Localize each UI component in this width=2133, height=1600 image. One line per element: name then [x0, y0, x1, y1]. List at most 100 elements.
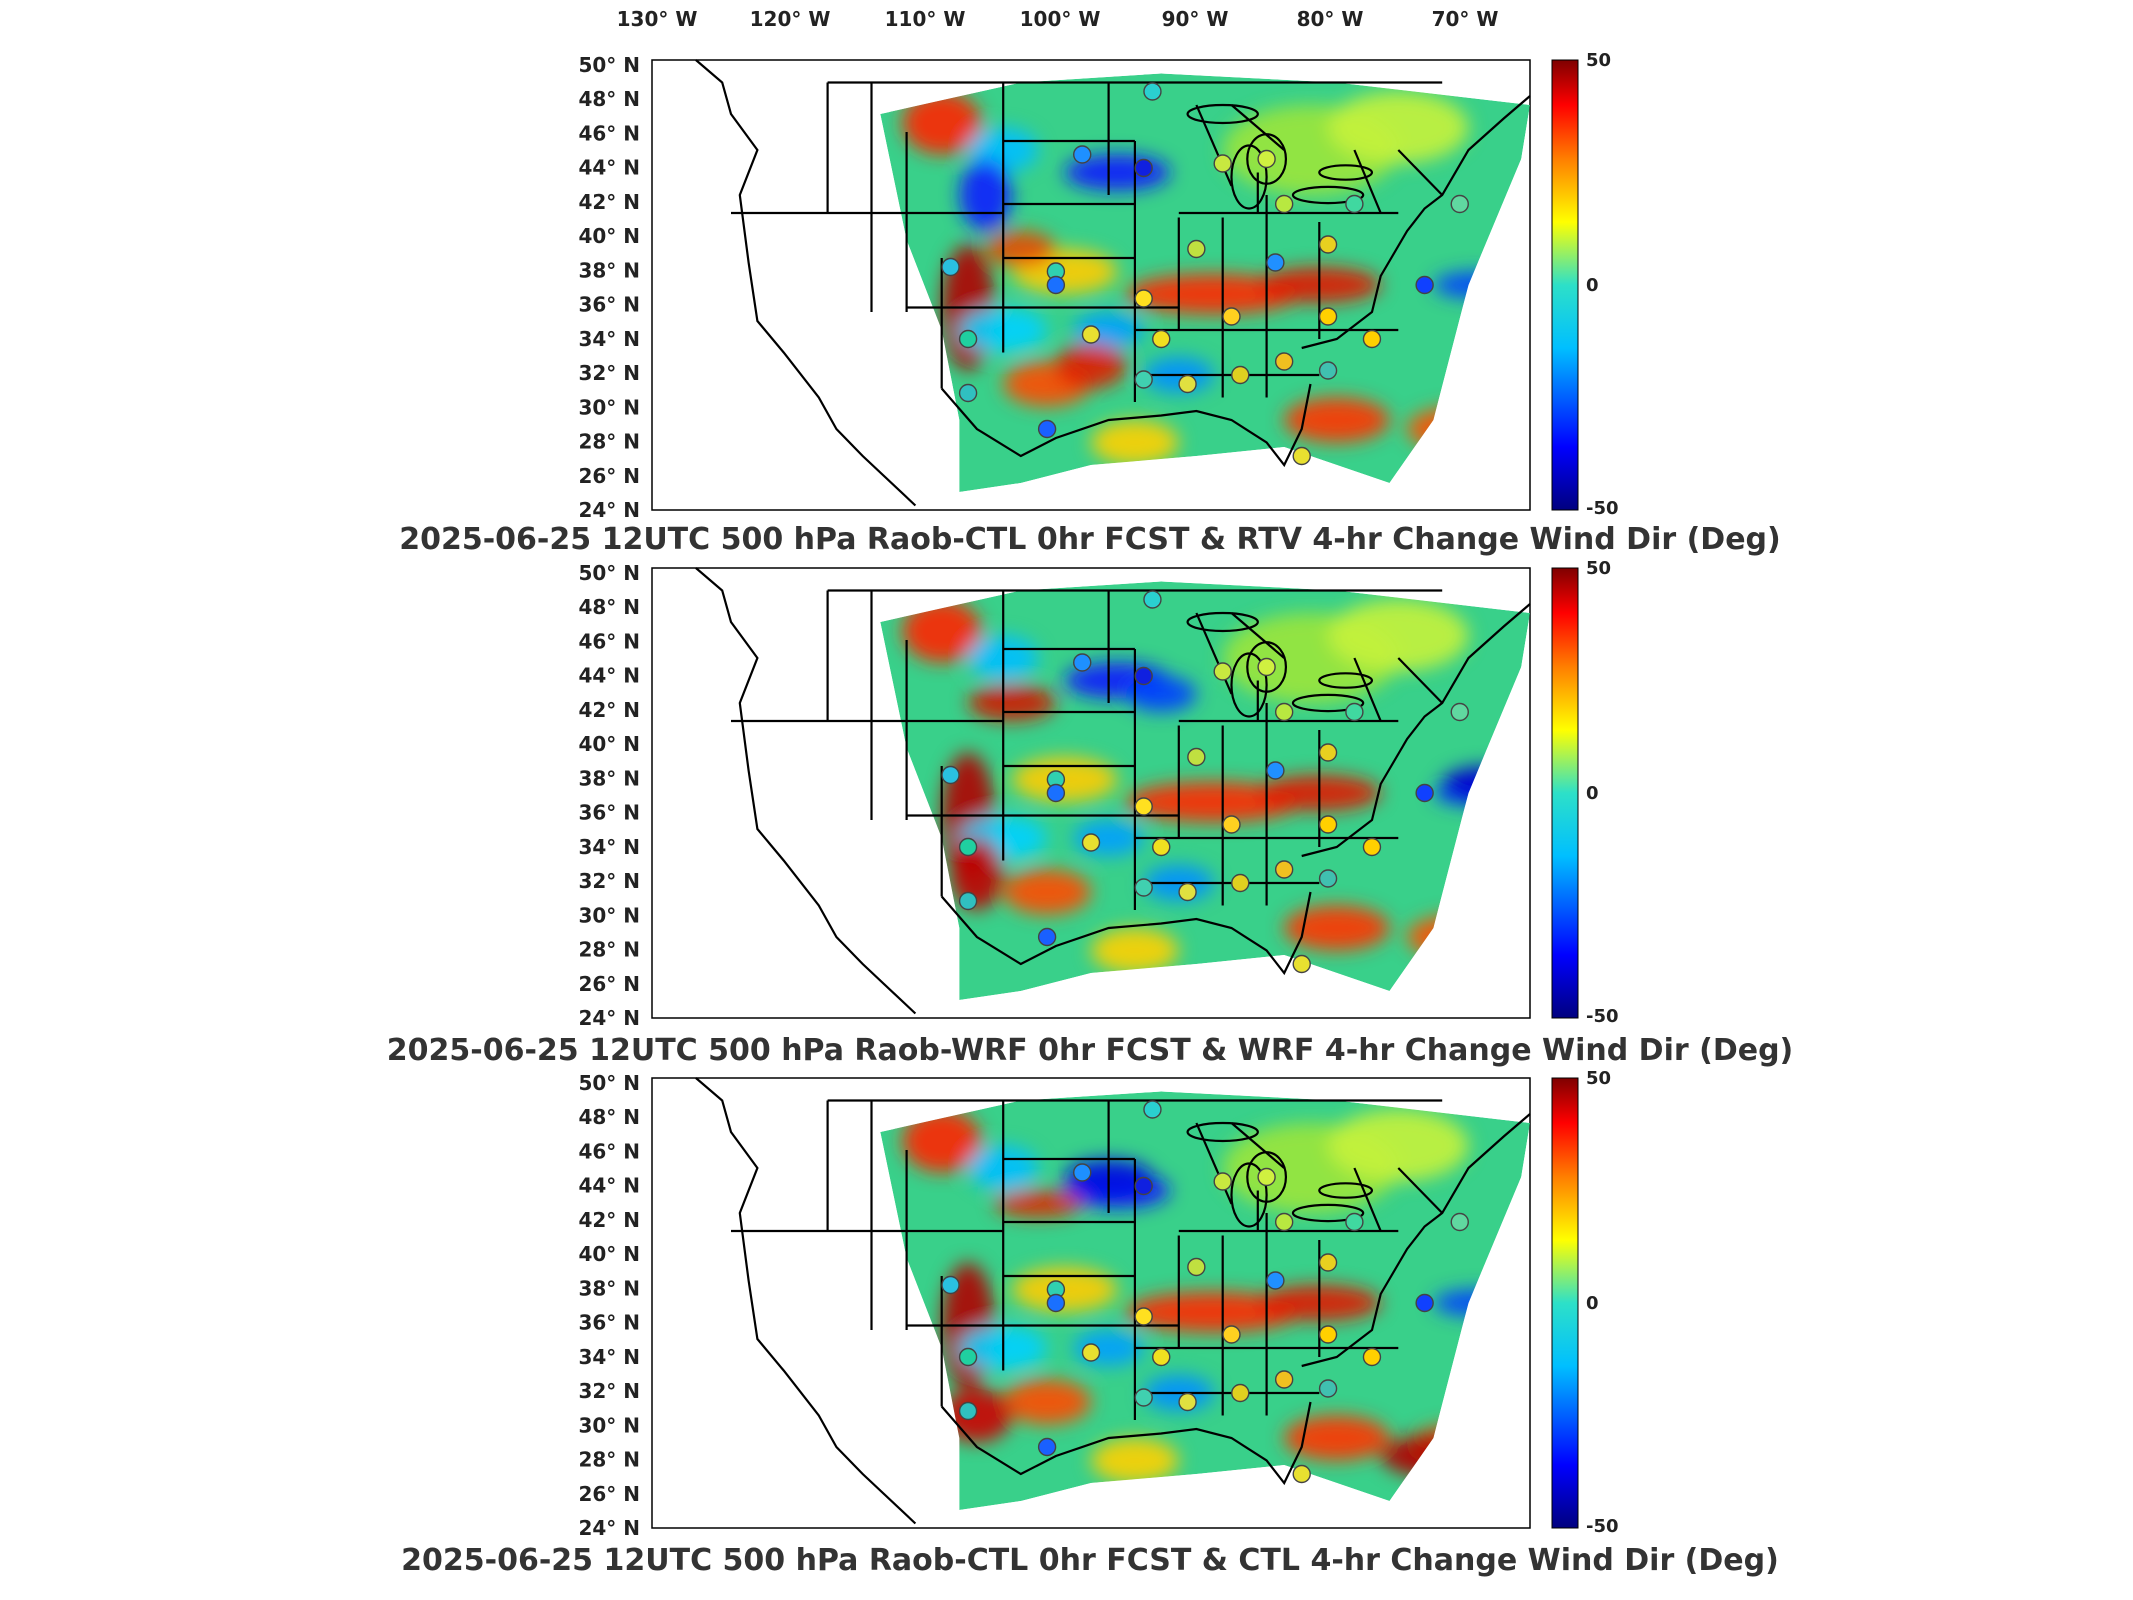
lat-tick-label: 34° N — [578, 327, 640, 351]
raob-station-marker — [1318, 743, 1338, 762]
great-lake — [1186, 1121, 1259, 1143]
raob-station-marker — [1037, 1437, 1057, 1457]
map-panel-1: 50° N 48° N 46° N 44° N 42° N 40° N 38° N 36° N… — [399, 50, 1781, 557]
west-coastline — [695, 567, 917, 1015]
colorbar-scale — [1551, 59, 1579, 511]
anomaly-region — [1284, 905, 1390, 951]
colorbar: 50 0 -50 — [1551, 50, 1619, 519]
east-coastline — [1301, 1113, 1531, 1368]
colorbar-tick-label: -50 — [1586, 1006, 1619, 1027]
lon-tick-label: 90° W — [1162, 7, 1229, 31]
raob-station-marker — [1257, 1167, 1276, 1187]
raob-station-marker — [1152, 1347, 1171, 1367]
lat-tick-label: 34° N — [578, 1345, 640, 1369]
lat-tick-label: 36° N — [578, 1311, 640, 1335]
raob-station-marker — [1134, 1307, 1153, 1326]
raob-station-marker — [1046, 1293, 1066, 1313]
raob-station-marker — [1257, 149, 1276, 169]
raob-station-marker — [1134, 370, 1153, 389]
lat-tick-label: 34° N — [578, 835, 640, 859]
lon-tick-label: 130° W — [617, 7, 698, 31]
colorbar: 50 0 -50 — [1551, 558, 1619, 1027]
raob-station-marker — [1073, 653, 1092, 672]
raob-stations — [941, 1100, 1469, 1484]
lat-tick-label: 28° N — [578, 938, 640, 962]
lat-tick-label: 40° N — [578, 224, 640, 248]
great-lake — [1291, 693, 1365, 713]
anomaly-region — [1003, 1379, 1091, 1425]
anomaly-region — [994, 1190, 1083, 1218]
map-panel-2: 50° N 48° N 46° N 44° N 42° N 40° N 38° N 36° N… — [387, 558, 1794, 1068]
panel-title-3: 2025-06-25 12UTC 500 hPa Raob-CTL 0hr FC… — [401, 1543, 1779, 1578]
anomaly-region — [1284, 1415, 1390, 1461]
colorbar-tick-label: 50 — [1586, 558, 1611, 579]
raob-station-marker — [1134, 1388, 1153, 1407]
state-border — [1353, 657, 1382, 722]
lon-tick-label: 70° W — [1432, 7, 1499, 31]
lat-tick-label: 38° N — [578, 766, 640, 790]
raob-station-marker — [958, 1347, 978, 1367]
great-lake — [1318, 164, 1374, 181]
anomaly-region — [1091, 1438, 1179, 1483]
state-border — [1397, 657, 1443, 704]
raob-station-marker — [941, 765, 960, 785]
anomaly-region — [902, 1109, 982, 1173]
colorbar-scale — [1551, 567, 1579, 1019]
raob-station-marker — [1318, 815, 1338, 834]
lat-tick-label: 24° N — [578, 1516, 640, 1540]
gulf-coastline — [940, 1401, 1312, 1486]
raob-station-marker — [1213, 1172, 1232, 1191]
lat-tick-label: 42° N — [578, 190, 640, 214]
raob-station-marker — [1081, 833, 1101, 852]
raob-station-marker — [958, 1401, 978, 1421]
raob-stations — [941, 82, 1469, 466]
lat-tick-label: 26° N — [578, 972, 640, 996]
lat-tick-label: 26° N — [578, 1482, 640, 1506]
raob-station-marker — [1266, 253, 1285, 272]
raob-station-marker — [1318, 235, 1338, 254]
raob-station-marker — [1143, 1100, 1162, 1119]
raob-station-marker — [1178, 1392, 1197, 1412]
colorbar-tick-label: -50 — [1586, 498, 1619, 519]
raob-station-marker — [1037, 419, 1057, 439]
raob-station-marker — [1318, 1379, 1338, 1398]
lat-tick-label: 42° N — [578, 1208, 640, 1232]
raob-station-marker — [1187, 747, 1206, 767]
anomaly-region — [1328, 1109, 1469, 1182]
raob-station-marker — [1266, 1271, 1285, 1290]
anomaly-region — [1328, 599, 1469, 672]
gulf-coastline — [940, 383, 1312, 468]
lat-tick-label: 50° N — [578, 561, 640, 585]
lat-tick-label: 44° N — [578, 664, 640, 688]
lat-tick-label: 28° N — [578, 430, 640, 454]
raob-station-marker — [1345, 1212, 1364, 1232]
raob-station-marker — [1362, 837, 1382, 857]
raob-station-marker — [1073, 145, 1092, 164]
wind-direction-field — [880, 581, 1530, 1000]
lon-tick-label: 100° W — [1020, 7, 1101, 31]
raob-station-marker — [1143, 590, 1162, 609]
colorbar-tick-label: 0 — [1586, 783, 1599, 804]
lat-tick-label: 32° N — [578, 869, 640, 893]
lat-tick-label: 24° N — [578, 498, 640, 522]
raob-station-marker — [1231, 1383, 1250, 1403]
raob-station-marker — [1081, 1343, 1101, 1362]
raob-station-marker — [958, 383, 978, 403]
raob-station-marker — [1318, 361, 1338, 380]
lat-tick-label: 28° N — [578, 1448, 640, 1472]
anomaly-region — [968, 685, 1056, 721]
raob-station-marker — [958, 837, 978, 857]
raob-station-marker — [1213, 662, 1232, 681]
state-boundaries — [695, 567, 1531, 1015]
west-coastline — [695, 1077, 917, 1525]
anomaly-region — [1091, 420, 1179, 465]
raob-stations — [941, 590, 1469, 974]
state-border — [1397, 1167, 1443, 1214]
raob-station-marker — [1415, 275, 1434, 295]
lat-tick-label: 30° N — [578, 903, 640, 927]
great-lake — [1230, 1162, 1268, 1228]
state-boundaries — [695, 1077, 1531, 1525]
anomaly-region — [1055, 343, 1127, 389]
lat-tick-label: 50° N — [578, 1071, 640, 1095]
lat-tick-label: 38° N — [578, 1276, 640, 1300]
